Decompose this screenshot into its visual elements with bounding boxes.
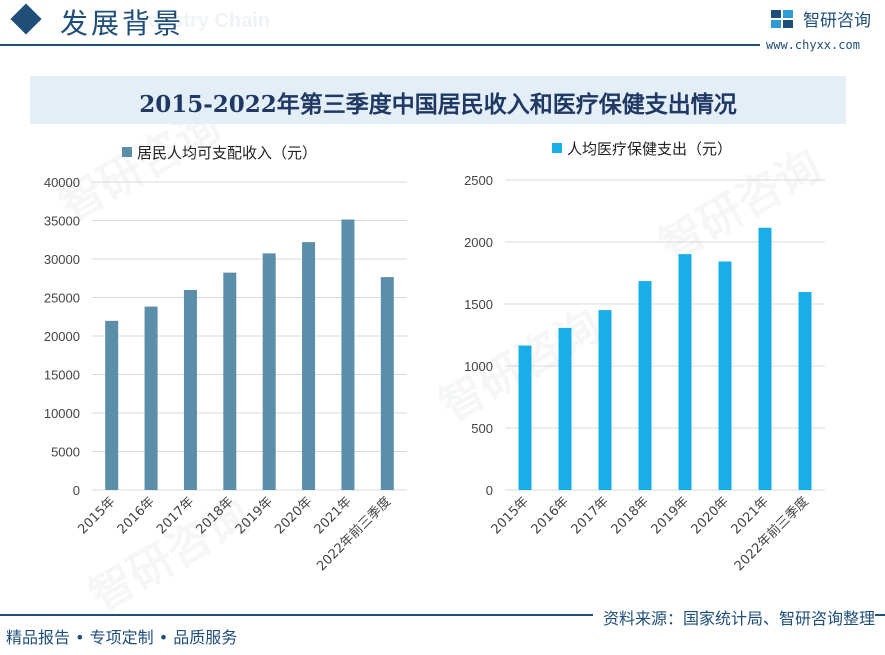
x-tick-label: 2022年前三季度	[731, 494, 812, 575]
data-source: 资料来源：国家统计局、智研咨询整理	[592, 605, 875, 629]
x-tick-label: 2019年	[649, 494, 692, 537]
bar	[380, 277, 394, 490]
bar	[758, 227, 772, 491]
y-tick-label: 35000	[44, 214, 80, 229]
bar	[598, 310, 612, 490]
x-tick-label: 2015年	[489, 494, 532, 537]
footer-divider	[0, 614, 885, 616]
y-tick-label: 25000	[44, 291, 80, 306]
bar	[718, 261, 732, 490]
y-tick-label: 1000	[464, 359, 493, 374]
y-tick-label: 0	[486, 483, 493, 498]
bar	[518, 345, 532, 490]
legend-swatch	[552, 143, 562, 153]
legend-label: 人均医疗保健支出（元）	[567, 140, 732, 158]
page-header: Industry Chain 发展背景 智研咨询 www.chyxx.com	[0, 0, 885, 52]
x-tick-label: 2016年	[529, 494, 572, 537]
y-tick-label: 2500	[464, 173, 493, 188]
chart-title: 2015-2022年第三季度中国居民收入和医疗保健支出情况	[139, 91, 737, 118]
y-tick-label: 30000	[44, 252, 80, 267]
header-divider	[0, 44, 760, 46]
bar	[183, 290, 197, 490]
bar	[678, 254, 692, 490]
legend-swatch	[122, 147, 132, 157]
bar	[105, 320, 119, 490]
legend-label: 居民人均可支配收入（元）	[137, 144, 317, 162]
y-tick-label: 10000	[44, 406, 80, 421]
brand-name: 智研咨询	[803, 11, 871, 31]
bar	[223, 272, 237, 490]
y-tick-label: 20000	[44, 329, 80, 344]
y-tick-label: 5000	[51, 445, 80, 460]
x-tick-label: 2017年	[569, 494, 612, 537]
bar	[638, 281, 652, 490]
y-tick-label: 1500	[464, 297, 493, 312]
bar	[262, 253, 276, 490]
y-tick-label: 500	[471, 421, 493, 436]
y-tick-label: 2000	[464, 235, 493, 250]
brand-logo-icon	[771, 10, 793, 28]
chart-title-bar: 2015-2022年第三季度中国居民收入和医疗保健支出情况	[30, 76, 846, 124]
bar	[341, 219, 355, 490]
footer-slogan: 精品报告 • 专项定制 • 品质服务	[6, 628, 238, 647]
brand-url[interactable]: www.chyxx.com	[766, 38, 860, 52]
watermark-text: Industry Chain	[130, 10, 271, 32]
y-tick-label: 15000	[44, 368, 80, 383]
y-tick-label: 40000	[44, 175, 80, 190]
bar	[558, 327, 572, 490]
section-title: 发展背景	[60, 7, 185, 40]
y-tick-label: 0	[73, 483, 80, 498]
x-tick-label: 2018年	[609, 494, 652, 537]
bar	[302, 242, 316, 490]
bar	[798, 291, 812, 490]
bar	[144, 306, 158, 490]
x-tick-label: 2020年	[689, 494, 732, 537]
